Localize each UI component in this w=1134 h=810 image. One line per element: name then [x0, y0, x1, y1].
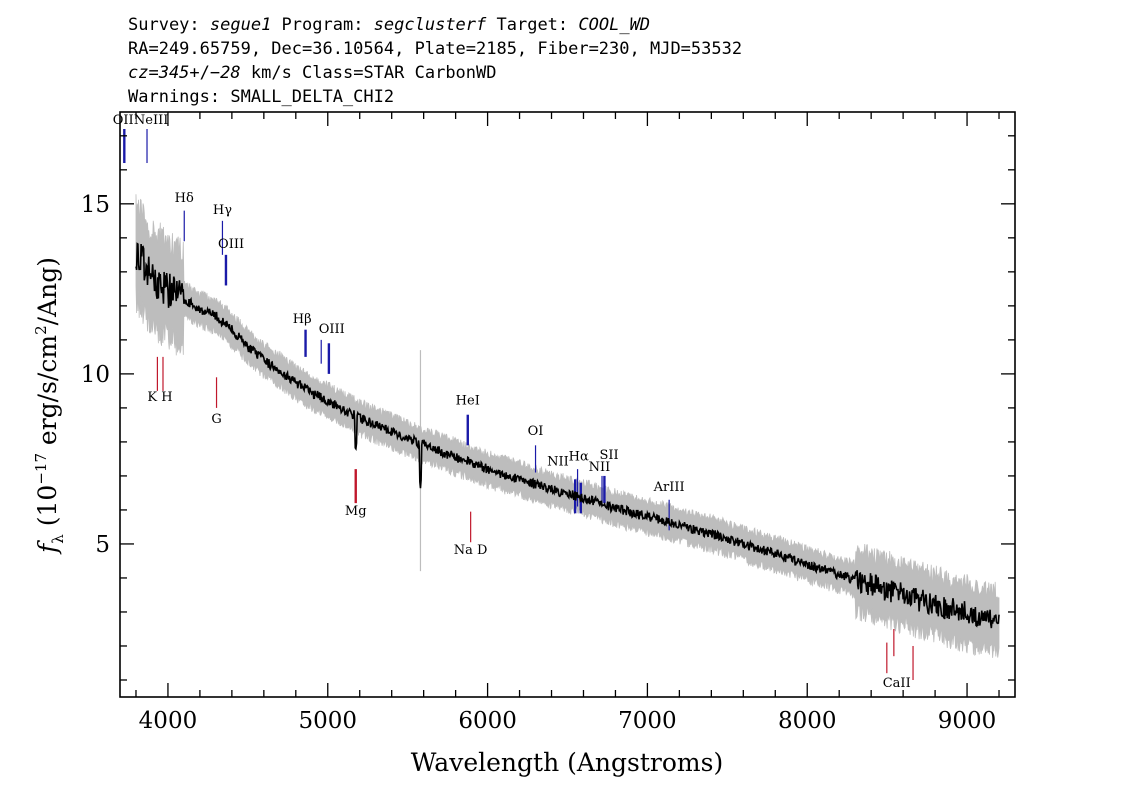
x-tick-label: 5000: [298, 708, 357, 734]
spectral-line-label: CaII: [883, 676, 911, 691]
header-text-segment: +/−: [189, 63, 220, 83]
header-text-segment: segclusterf: [374, 15, 487, 35]
y-title-lambda: λ: [49, 534, 67, 544]
header-line-coordinates: RA=249.65759, Dec=36.10564, Plate=2185, …: [128, 39, 742, 59]
y-tick-label: 15: [81, 192, 110, 218]
y-tick-label: 5: [95, 532, 110, 558]
spectral-line-label: OII: [113, 113, 134, 128]
header-text-segment: cz=345: [128, 63, 189, 83]
flux-series: [135, 242, 1000, 629]
x-tick-label: 7000: [618, 708, 677, 734]
header-text-segment: COOL_WD: [578, 15, 650, 35]
error-band: [135, 194, 1000, 658]
header-text-segment: Program:: [271, 15, 373, 35]
spectral-line-label: ArIII: [653, 480, 685, 495]
spectral-line-label: OIII: [319, 322, 345, 337]
header-block: Survey: segue1 Program: segclusterf Targ…: [128, 15, 742, 107]
x-axis-title: Wavelength (Angstroms): [411, 748, 723, 777]
y-title-text: erg/s/cm: [33, 335, 62, 453]
spectral-line-label: NII: [547, 455, 569, 470]
x-tick-label: 8000: [778, 708, 837, 734]
plot-frame: [119, 111, 1016, 698]
error-band-area: [135, 194, 1000, 658]
y-title-text: (10: [33, 485, 62, 535]
header-text-segment: km/s Class=STAR CarbonWD: [241, 63, 497, 83]
spectral-line-label: G: [211, 412, 221, 427]
x-tick-label: 6000: [458, 708, 517, 734]
header-text-segment: Survey:: [128, 15, 210, 35]
header-text-segment: Target:: [486, 15, 578, 35]
spectral-line-label: Hα: [569, 450, 589, 465]
spectral-line-label: SII: [599, 448, 618, 463]
axis-ticks: [120, 112, 1015, 697]
flux-line: [135, 242, 1000, 629]
y-title-exp: 2: [32, 325, 50, 335]
x-tick-label: 4000: [139, 708, 198, 734]
header-text-segment: segue1: [210, 15, 271, 35]
header-line-warnings: Warnings: SMALL_DELTA_CHI2: [128, 87, 394, 107]
spectral-line-label: Hβ: [293, 312, 312, 327]
spectral-line-markers: [123, 129, 914, 680]
spectral-line-label: OI: [528, 424, 544, 439]
header-line-survey: Survey: segue1 Program: segclusterf Targ…: [128, 15, 650, 35]
y-title-f: f: [33, 540, 62, 555]
header-text-segment: 28: [220, 63, 240, 83]
spectral-line-label: OIII: [218, 237, 244, 252]
spectral-line-label: HeI: [456, 394, 480, 409]
spectral-line-label: NII: [589, 460, 611, 475]
y-axis-title: fλ (10−17 erg/s/cm2/Ang): [32, 257, 67, 555]
header-line-redshift-class: cz=345+/−28 km/s Class=STAR CarbonWD: [128, 63, 497, 83]
y-title-text: /Ang): [33, 257, 62, 325]
spectral-line-label: NeIII: [134, 113, 168, 128]
y-title-exp: −17: [32, 453, 50, 485]
y-tick-label: 10: [81, 362, 110, 388]
axis-tick-labels: 4000 5000 6000 7000 8000 9000 5 10 15: [81, 192, 997, 734]
spectral-line-label: Na D: [454, 543, 488, 558]
spectral-line-label: Hγ: [213, 203, 232, 218]
spectral-line-label: K H: [147, 390, 172, 405]
spectral-line-label: Mg: [345, 504, 367, 519]
x-tick-label: 9000: [938, 708, 997, 734]
spectral-line-label: Hδ: [175, 191, 194, 206]
